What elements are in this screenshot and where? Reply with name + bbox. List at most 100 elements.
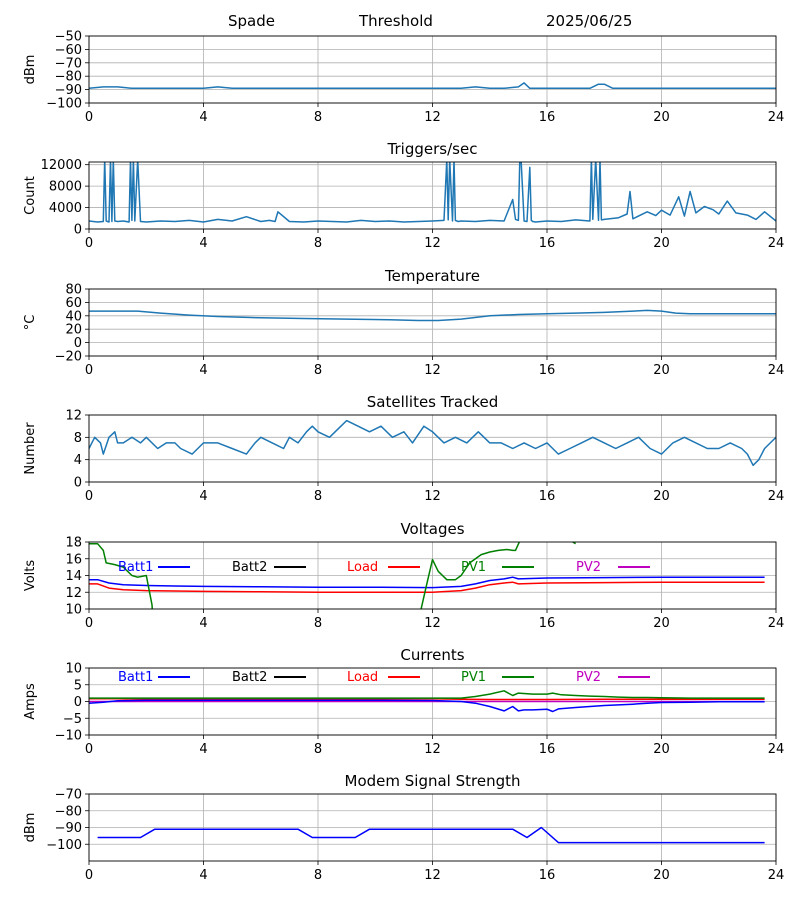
modem-ytick-label: −90 [55, 821, 82, 836]
currents-xtick-label: 20 [653, 742, 670, 757]
temperature-ytick-label: 20 [65, 323, 82, 338]
satellites-ytick-label: 8 [74, 431, 82, 446]
header-date: 2025/06/25 [546, 12, 633, 30]
voltages-xtick-label: 24 [768, 616, 785, 631]
noise-ytick-label: −50 [55, 30, 82, 45]
voltages-legend-label: Load [347, 560, 378, 575]
currents-xtick-label: 4 [199, 742, 207, 757]
currents-ylabel: Amps [23, 683, 38, 720]
temperature-ytick-label: 80 [65, 283, 82, 298]
temperature-xtick-label: 0 [85, 363, 93, 378]
triggers-xtick-label: 4 [199, 236, 207, 251]
triggers-ytick-label: 0 [74, 223, 82, 238]
modem-ylabel: dBm [23, 813, 38, 843]
satellites-xtick-label: 8 [314, 489, 322, 504]
noise-ytick-label: −80 [55, 70, 82, 85]
currents-ytick-label: 0 [74, 695, 82, 710]
modem-xtick-label: 20 [653, 868, 670, 883]
triggers-ytick-label: 4000 [49, 201, 82, 216]
currents-series-pv1 [89, 690, 765, 699]
currents-xtick-label: 24 [768, 742, 785, 757]
voltages-xtick-label: 4 [199, 616, 207, 631]
triggers-xtick-label: 20 [653, 236, 670, 251]
noise-ytick-label: −70 [55, 56, 82, 71]
currents-ytick-label: −10 [55, 729, 82, 744]
voltages-xtick-label: 20 [653, 616, 670, 631]
noise-ytick-label: −90 [55, 83, 82, 98]
noise-xtick-label: 20 [653, 110, 670, 125]
modem-series-line [97, 826, 765, 844]
triggers-title: Triggers/sec [387, 140, 478, 158]
currents-xtick-label: 16 [539, 742, 556, 757]
voltages-legend-label: Batt1 [118, 560, 153, 575]
modem-xtick-label: 12 [424, 868, 441, 883]
modem-ytick-label: −80 [55, 804, 82, 819]
currents-xtick-label: 0 [85, 742, 93, 757]
modem-ytick-label: −70 [55, 788, 82, 803]
currents-ytick-label: 10 [65, 662, 82, 677]
temperature-ytick-label: 40 [65, 309, 82, 324]
modem-xtick-label: 16 [539, 868, 556, 883]
voltages-xtick-label: 12 [424, 616, 441, 631]
currents-series-load [89, 698, 765, 701]
modem-xtick-label: 8 [314, 868, 322, 883]
triggers-ytick-label: 12000 [41, 158, 82, 173]
satellites-series-line [89, 419, 776, 467]
modem-title: Modem Signal Strength [345, 772, 521, 790]
currents-legend-label: Batt1 [118, 670, 153, 685]
modem-xtick-label: 4 [199, 868, 207, 883]
modem-xtick-label: 0 [85, 868, 93, 883]
voltages-series-pv1 [89, 542, 521, 609]
satellites-xtick-label: 0 [85, 489, 93, 504]
noise-ylabel: dBm [23, 55, 38, 85]
voltages-xtick-label: 0 [85, 616, 93, 631]
satellites-xtick-label: 24 [768, 489, 785, 504]
temperature-xtick-label: 16 [539, 363, 556, 378]
currents-legend-label: Load [347, 670, 378, 685]
currents-ytick-label: 5 [74, 678, 82, 693]
noise-xtick-label: 16 [539, 110, 556, 125]
noise-ytick-label: −100 [46, 97, 82, 112]
triggers-series-line [89, 162, 776, 223]
satellites-xtick-label: 20 [653, 489, 670, 504]
temperature-title: Temperature [384, 267, 480, 285]
voltages-series-pv1 [571, 542, 576, 545]
currents-legend-label: Batt2 [232, 670, 267, 685]
voltages-series-load [89, 581, 765, 594]
temperature-ylabel: °C [23, 315, 38, 331]
satellites-ytick-label: 4 [74, 453, 82, 468]
temperature-xtick-label: 8 [314, 363, 322, 378]
satellites-ytick-label: 12 [65, 409, 82, 424]
triggers-ytick-label: 8000 [49, 180, 82, 195]
noise-xtick-label: 12 [424, 110, 441, 125]
noise-xtick-label: 8 [314, 110, 322, 125]
triggers-xtick-label: 8 [314, 236, 322, 251]
satellites-title: Satellites Tracked [367, 393, 498, 411]
voltages-ylabel: Volts [23, 560, 38, 592]
temperature-xtick-label: 4 [199, 363, 207, 378]
triggers-xtick-label: 24 [768, 236, 785, 251]
voltages-ytick-label: 14 [65, 569, 82, 584]
temperature-xtick-label: 12 [424, 363, 441, 378]
voltages-ytick-label: 16 [65, 552, 82, 567]
noise-xtick-label: 24 [768, 110, 785, 125]
currents-xtick-label: 12 [424, 742, 441, 757]
voltages-title: Voltages [400, 520, 464, 538]
satellites-xtick-label: 4 [199, 489, 207, 504]
voltages-ytick-label: 12 [65, 586, 82, 601]
noise-series-line [89, 82, 776, 90]
satellites-xtick-label: 16 [539, 489, 556, 504]
voltages-legend-label: Batt2 [232, 560, 267, 575]
voltages-legend-label: PV1 [461, 560, 486, 575]
satellites-xtick-label: 12 [424, 489, 441, 504]
currents-series-batt1 [89, 699, 765, 713]
voltages-legend-label: PV2 [576, 560, 601, 575]
temperature-ytick-label: 0 [74, 336, 82, 351]
currents-legend-label: PV1 [461, 670, 486, 685]
triggers-xtick-label: 16 [539, 236, 556, 251]
satellites-ytick-label: 0 [74, 476, 82, 491]
modem-ytick-label: −100 [46, 838, 82, 853]
voltages-xtick-label: 8 [314, 616, 322, 631]
voltages-series-batt1 [89, 576, 765, 589]
